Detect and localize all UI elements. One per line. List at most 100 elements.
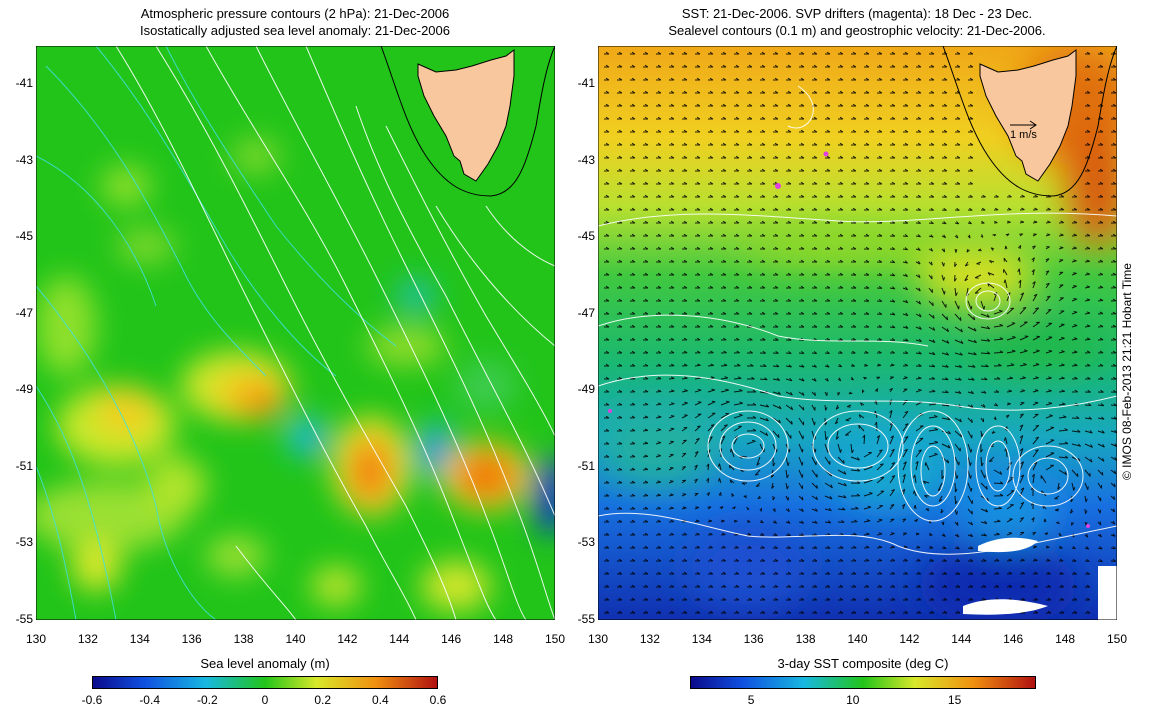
velocity-arrow (669, 571, 675, 575)
velocity-arrow (903, 103, 909, 107)
velocity-arrow (786, 298, 792, 302)
velocity-arrow (991, 430, 996, 434)
velocity-arrow (1097, 220, 1104, 224)
velocity-arrow (1019, 306, 1027, 315)
velocity-arrow (1110, 272, 1117, 276)
velocity-arrow (773, 51, 779, 55)
velocity-arrow (786, 259, 792, 263)
velocity-arrow (1058, 469, 1068, 476)
velocity-arrow (889, 475, 896, 484)
velocity-arrow (1058, 455, 1069, 459)
velocity-arrow (877, 207, 883, 211)
velocity-arrow (630, 103, 636, 107)
velocity-arrow (929, 116, 935, 120)
velocity-arrow (799, 155, 805, 159)
velocity-arrow (617, 207, 623, 211)
velocity-arrow (902, 448, 908, 458)
velocity-arrow (1097, 376, 1104, 380)
velocity-arrow (1045, 414, 1053, 419)
velocity-arrow (1006, 504, 1014, 510)
velocity-arrow (903, 584, 909, 588)
velocity-arrow (747, 350, 753, 354)
velocity-arrow (669, 610, 675, 614)
velocity-arrow (863, 298, 870, 302)
velocity-arrow (720, 413, 730, 419)
velocity-arrow (643, 337, 649, 341)
velocity-arrow (1111, 142, 1117, 146)
velocity-arrow (812, 207, 818, 211)
velocity-arrow (655, 415, 662, 419)
velocity-arrow (877, 168, 883, 172)
velocity-arrow (1019, 474, 1025, 484)
velocity-arrow (1110, 389, 1117, 393)
velocity-arrow (1058, 284, 1064, 289)
velocity-arrow (967, 234, 971, 239)
velocity-arrow (798, 391, 805, 396)
velocity-arrow (825, 610, 831, 614)
velocity-arrow (890, 610, 896, 614)
velocity-arrow (916, 51, 922, 55)
velocity-arrow (890, 584, 896, 588)
velocity-arrow (719, 506, 724, 510)
velocity-arrow (980, 520, 988, 525)
velocity-arrow (850, 363, 855, 367)
velocity-arrow (929, 77, 935, 81)
velocity-arrow (786, 285, 792, 289)
velocity-arrow (1045, 220, 1051, 224)
velocity-arrow (682, 220, 688, 224)
velocity-arrow (874, 388, 879, 393)
velocity-arrow (941, 443, 951, 449)
velocity-arrow (916, 77, 922, 81)
velocity-arrow (785, 391, 793, 396)
velocity-arrow (942, 142, 948, 146)
velocity-arrow (772, 404, 782, 410)
velocity-arrow (1071, 298, 1078, 302)
right-x-tick-label: 134 (691, 632, 712, 646)
velocity-arrow (617, 519, 623, 523)
velocity-arrow (902, 532, 907, 536)
velocity-arrow (1110, 337, 1117, 341)
velocity-arrow (967, 558, 974, 562)
svp-drifters (608, 151, 1090, 528)
velocity-arrow (747, 168, 753, 172)
velocity-arrow (668, 545, 675, 549)
velocity-arrow (604, 129, 610, 133)
velocity-arrow (643, 181, 649, 185)
velocity-arrow (604, 181, 610, 185)
velocity-arrow (850, 443, 854, 454)
velocity-arrow (889, 207, 896, 211)
velocity-arrow (747, 272, 753, 276)
velocity-arrow (718, 492, 722, 497)
velocity-arrow (942, 597, 948, 601)
velocity-arrow (1098, 90, 1104, 94)
velocity-arrow (1110, 259, 1117, 263)
velocity-arrow (980, 482, 988, 490)
velocity-arrow (825, 246, 831, 250)
velocity-arrow (681, 401, 688, 406)
velocity-arrow (901, 503, 906, 510)
velocity-arrow (720, 435, 726, 445)
left-x-tick-label: 144 (389, 632, 410, 646)
velocity-arrow (1045, 545, 1050, 549)
velocity-arrow (824, 324, 831, 328)
velocity-arrow (1097, 259, 1104, 263)
velocity-arrow (993, 309, 1003, 315)
velocity-arrow (1085, 194, 1091, 198)
velocity-arrow (604, 324, 610, 328)
velocity-arrow (902, 461, 907, 471)
velocity-arrow (1045, 464, 1054, 471)
velocity-arrow (825, 571, 831, 575)
velocity-arrow (838, 272, 844, 276)
velocity-arrow (902, 247, 909, 251)
velocity-arrow (967, 469, 972, 479)
velocity-arrow (924, 495, 930, 498)
velocity-arrow (915, 274, 921, 279)
velocity-arrow (682, 142, 688, 146)
velocity-arrow (1032, 401, 1039, 406)
velocity-arrow (656, 324, 662, 328)
velocity-arrow (928, 300, 934, 307)
velocity-arrow (915, 326, 922, 330)
velocity-arrow (760, 90, 766, 94)
velocity-arrow (1045, 402, 1053, 406)
velocity-arrow (890, 103, 896, 107)
